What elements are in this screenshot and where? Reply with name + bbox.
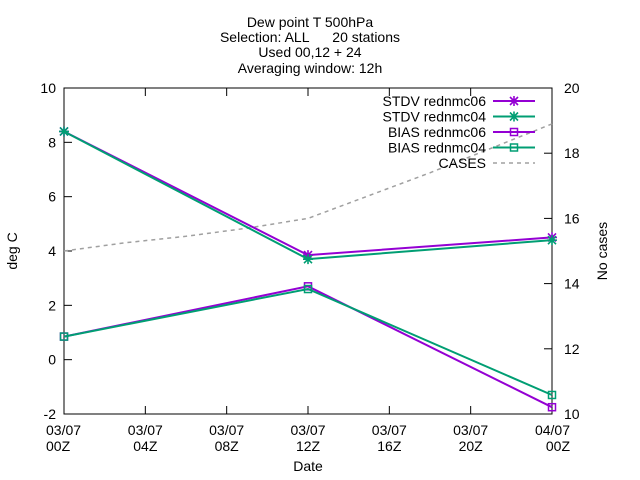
series-layer	[59, 123, 557, 412]
series-cases	[63, 123, 553, 252]
legend-marker-sample	[509, 96, 519, 106]
y2-tick-label: 18	[564, 145, 580, 161]
series-stdv-rednmc04	[59, 126, 557, 265]
legend-marker-sample	[509, 143, 519, 152]
y-tick-label: 0	[48, 352, 56, 368]
y-tick-label: 4	[48, 243, 56, 259]
chart-title: Dew point T 500hPa Selection: ALL 20 sta…	[220, 14, 400, 76]
legend-item: STDV rednmc04	[383, 109, 535, 125]
chart-title-line-4: Averaging window: 12h	[238, 60, 383, 76]
data-point-marker	[59, 126, 69, 137]
x-tick-label-date: 04/07	[535, 422, 570, 438]
legend-item: BIAS rednmc06	[388, 124, 535, 140]
legend-marker-sample	[509, 127, 519, 137]
legend-item: STDV rednmc06	[383, 93, 535, 109]
y-axis-label: deg C	[4, 232, 20, 269]
y-tick-label: 6	[48, 189, 56, 205]
legend-item: CASES	[439, 155, 535, 171]
y2-axis-ticks: 10 12 14 16 18 20	[544, 80, 580, 422]
legend-item: BIAS rednmc04	[388, 140, 535, 156]
x-tick-label-hour: 00Z	[546, 438, 571, 454]
x-axis-label: Date	[293, 458, 323, 474]
x-tick-label-hour: 04Z	[133, 438, 158, 454]
legend-label: BIAS rednmc06	[388, 124, 486, 140]
data-point-marker	[59, 332, 69, 341]
x-tick-label-date: 03/07	[372, 422, 407, 438]
chart-title-line-1: Dew point T 500hPa	[247, 14, 374, 30]
series-line	[63, 285, 553, 409]
data-point-marker	[303, 284, 313, 294]
x-tick-label-date: 03/07	[290, 422, 325, 438]
x-axis-ticks: 03/0700Z03/0704Z03/0708Z03/0712Z03/0716Z…	[46, 88, 570, 454]
x-tick-label-date: 03/07	[453, 422, 488, 438]
y-tick-label: -2	[44, 406, 57, 422]
data-point-marker	[547, 390, 557, 400]
data-point-marker	[303, 254, 313, 265]
legend-marker-sample	[509, 111, 519, 122]
y2-tick-label: 14	[564, 276, 580, 292]
legend-label: STDV rednmc06	[383, 93, 487, 109]
x-tick-label-hour: 00Z	[46, 438, 71, 454]
x-tick-label-date: 03/07	[128, 422, 163, 438]
x-tick-label-hour: 20Z	[459, 438, 484, 454]
y-tick-label: 10	[40, 80, 56, 96]
legend-label: BIAS rednmc04	[388, 140, 486, 156]
legend-label: CASES	[439, 155, 486, 171]
series-bias-rednmc04	[59, 284, 557, 400]
x-tick-label-date: 03/07	[46, 422, 81, 438]
series-line	[63, 123, 553, 252]
x-tick-label-hour: 12Z	[296, 438, 321, 454]
y-tick-label: 8	[48, 134, 56, 150]
x-tick-label-date: 03/07	[209, 422, 244, 438]
y2-tick-label: 10	[564, 406, 580, 422]
y2-tick-label: 20	[564, 80, 580, 96]
chart-title-line-3: Used 00,12 + 24	[258, 44, 361, 60]
series-bias-rednmc06	[59, 282, 557, 412]
y-tick-label: 2	[48, 297, 56, 313]
y2-tick-label: 12	[564, 341, 580, 357]
series-line	[63, 287, 553, 396]
legend-label: STDV rednmc04	[383, 109, 487, 125]
y2-tick-label: 16	[564, 210, 580, 226]
x-tick-label-hour: 08Z	[215, 438, 240, 454]
data-point-marker	[547, 235, 557, 246]
chart-title-line-2: Selection: ALL 20 stations	[220, 29, 400, 45]
x-tick-label-hour: 16Z	[377, 438, 402, 454]
y2-axis-label: No cases	[594, 222, 610, 280]
data-point-marker	[547, 402, 557, 412]
y-axis-ticks: -2 0 2 4 6 8 10	[40, 80, 72, 422]
